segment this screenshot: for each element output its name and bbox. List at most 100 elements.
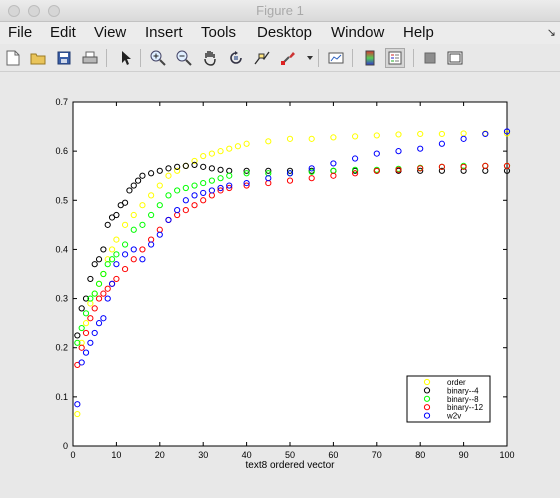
figure-canvas: 0 10 20 30 40 50 60 70 80 90 100 0 0.1 0.2 0.3 0.4 0.5 0.… — [0, 73, 560, 493]
data-point-binary-12 — [482, 162, 489, 169]
data-point-w2v — [156, 231, 163, 238]
open-file-icon[interactable] — [30, 50, 46, 66]
menu-view[interactable]: View — [94, 24, 127, 41]
brush-icon[interactable] — [280, 50, 296, 66]
data-point-binary-4 — [265, 167, 272, 174]
data-point-order — [234, 143, 242, 150]
data-point-order — [191, 157, 198, 165]
data-point-binary-8 — [165, 192, 172, 199]
data-point-binary-8 — [217, 175, 224, 182]
zoom-window-button[interactable] — [48, 5, 60, 17]
data-point-binary-12 — [438, 163, 445, 170]
scatter-chart[interactable]: 0 10 20 30 40 50 60 70 80 90 100 0 0.1 0.2 0.3 0.4 0.5 0.… — [0, 73, 560, 493]
data-point-binary-12 — [243, 182, 250, 189]
data-point-binary-4 — [135, 177, 142, 184]
menu-file[interactable]: File — [8, 24, 33, 41]
data-point-binary-4 — [100, 246, 107, 253]
pan-hand-icon[interactable] — [202, 50, 218, 66]
menu-bar: File Edit View Insert Tools Desktop Wind… — [0, 22, 560, 44]
edit-plot-arrow-icon[interactable] — [118, 50, 134, 66]
menu-edit[interactable]: Edit — [50, 24, 76, 41]
data-point-binary-12 — [191, 202, 198, 209]
data-point-w2v — [139, 256, 146, 263]
toolbar-separator — [106, 49, 107, 67]
data-point-binary-8 — [87, 295, 94, 302]
legend-marker — [423, 395, 431, 402]
data-point-binary-4 — [78, 305, 85, 312]
data-point-binary-12 — [308, 175, 315, 182]
data-point-binary-12 — [100, 290, 107, 297]
minimize-window-button[interactable] — [28, 5, 40, 17]
rotate-3d-icon[interactable] — [228, 50, 244, 66]
new-figure-icon[interactable] — [5, 50, 21, 66]
y-tick-label: 0.1 — [55, 392, 68, 402]
data-point-binary-8 — [156, 202, 163, 209]
data-cursor-icon[interactable] — [254, 50, 270, 66]
menu-insert[interactable]: Insert — [145, 24, 183, 41]
data-point-binary-4 — [130, 182, 137, 189]
menu-desktop[interactable]: Desktop — [257, 24, 313, 41]
show-plot-tools-icon[interactable] — [447, 50, 463, 66]
close-window-button[interactable] — [8, 5, 20, 17]
toolbar-separator — [413, 49, 414, 67]
x-axis-label: text8 ordered vector — [246, 460, 336, 471]
data-point-binary-8 — [139, 221, 146, 228]
x-tick-label: 10 — [111, 450, 121, 460]
zoom-in-icon[interactable] — [150, 50, 166, 66]
y-tick-label: 0.2 — [55, 343, 68, 353]
hide-plot-tools-icon[interactable] — [422, 50, 438, 66]
data-point-binary-12 — [330, 172, 337, 179]
data-point-w2v — [104, 295, 111, 302]
data-point-w2v — [482, 130, 489, 138]
data-point-binary-12 — [182, 207, 189, 214]
insert-legend-button[interactable] — [385, 48, 405, 68]
data-point-order — [108, 246, 116, 253]
x-tick-label: 100 — [499, 450, 514, 460]
x-tick-label: 0 — [70, 450, 75, 460]
x-tick-label: 60 — [328, 450, 338, 460]
data-point-order — [395, 131, 402, 138]
data-point-binary-12 — [286, 177, 294, 184]
print-icon[interactable] — [82, 50, 98, 66]
menu-window[interactable]: Window — [331, 24, 385, 41]
data-point-w2v — [148, 241, 155, 248]
data-point-binary-4 — [74, 332, 81, 339]
menu-help[interactable]: Help — [403, 24, 434, 41]
x-tick-label: 30 — [198, 450, 208, 460]
data-point-order — [174, 167, 181, 174]
data-point-w2v — [91, 329, 98, 337]
save-icon[interactable] — [56, 50, 72, 66]
data-point-order — [156, 182, 163, 189]
data-point-binary-8 — [174, 187, 181, 194]
data-point-w2v — [286, 170, 294, 177]
legend-marker — [423, 378, 431, 386]
dock-arrow-icon[interactable]: ↘ — [546, 27, 556, 39]
data-point-w2v — [226, 182, 233, 189]
data-point-w2v — [87, 339, 94, 346]
link-plot-icon[interactable] — [328, 50, 344, 66]
data-point-w2v — [438, 140, 445, 147]
data-point-binary-4 — [243, 167, 250, 174]
chevron-down-icon[interactable] — [302, 50, 318, 66]
x-tick-label: 80 — [415, 450, 425, 460]
data-point-binary-8 — [308, 168, 315, 175]
data-point-binary-8 — [78, 324, 85, 332]
data-point-order — [265, 138, 272, 145]
data-point-binary-12 — [82, 329, 90, 337]
data-point-w2v — [243, 179, 250, 187]
data-point-binary-8 — [74, 339, 81, 346]
data-point-binary-12 — [113, 275, 120, 283]
data-point-binary-12 — [352, 170, 359, 177]
data-point-binary-8 — [208, 177, 215, 184]
data-point-w2v — [395, 148, 402, 155]
data-point-order — [148, 192, 155, 199]
legend-label: order — [447, 378, 466, 387]
menu-tools[interactable]: Tools — [201, 24, 237, 41]
data-point-order — [130, 211, 137, 219]
data-point-binary-8 — [130, 226, 137, 233]
insert-colorbar-icon[interactable] — [362, 50, 378, 66]
zoom-out-icon[interactable] — [176, 50, 192, 66]
data-point-w2v — [82, 349, 90, 356]
y-tick-label: 0.7 — [55, 97, 68, 107]
data-point-w2v — [373, 150, 380, 157]
